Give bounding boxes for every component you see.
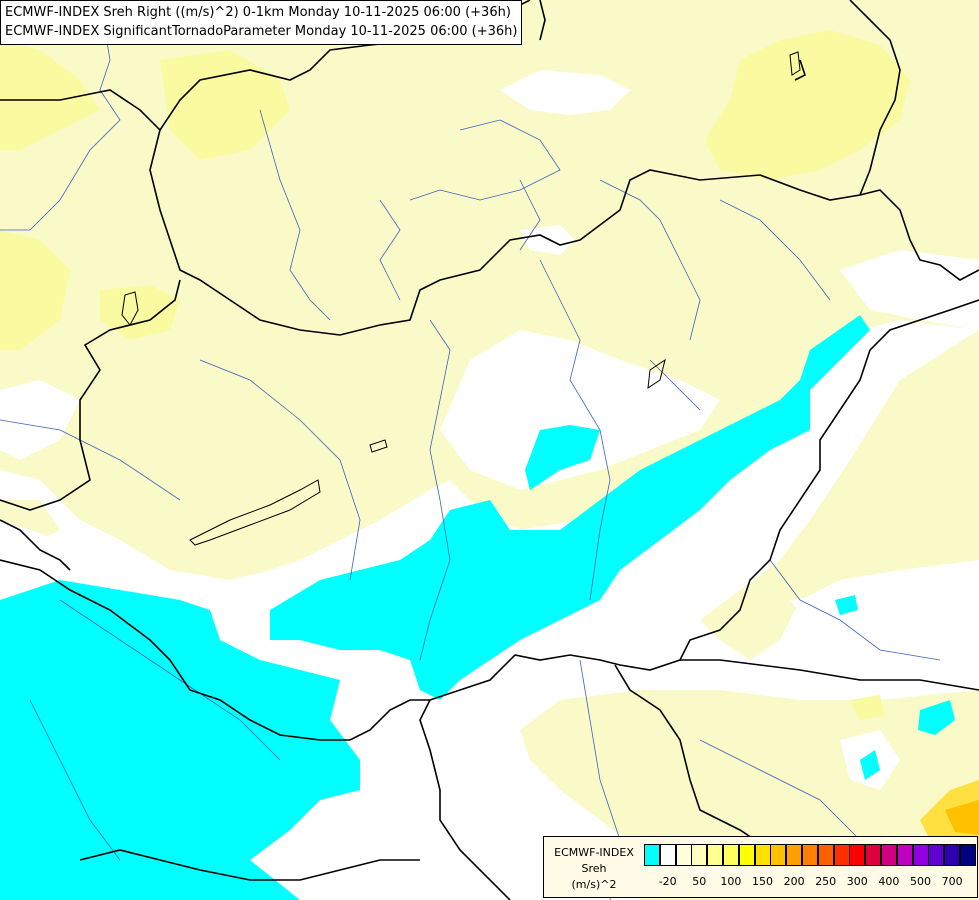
legend-swatch <box>770 844 787 866</box>
legend-swatch <box>659 844 676 866</box>
legend-swatch <box>691 844 708 866</box>
legend-swatch <box>833 844 850 866</box>
legend-field: Sreh <box>581 862 607 875</box>
legend-swatch <box>928 844 945 866</box>
legend-swatch <box>912 844 929 866</box>
legend-swatch <box>802 844 818 866</box>
legend-tick-label: 100 <box>720 875 742 888</box>
legend-swatch <box>849 844 866 866</box>
legend-tick-label: 500 <box>910 875 931 888</box>
legend-tick-label: 150 <box>752 875 773 888</box>
title-line-stp: ECMWF-INDEX SignificantTornadoParameter … <box>5 24 518 39</box>
legend-swatch <box>738 844 755 866</box>
map-title-box: ECMWF-INDEX Sreh Right ((m/s)^2) 0-1km M… <box>0 0 523 45</box>
lakes <box>121 51 801 546</box>
sreh-100-150-areas <box>0 30 910 720</box>
title-line-sreh: ECMWF-INDEX Sreh Right ((m/s)^2) 0-1km M… <box>5 5 511 20</box>
legend-tick-label: 200 <box>783 875 805 888</box>
legend-tick-label: 50 <box>692 875 707 888</box>
legend-swatch <box>644 844 660 866</box>
legend-swatch <box>786 844 803 866</box>
color-legend: ECMWF-INDEX Sreh (m/s)^2 -20 50 100 150 200 2… <box>543 836 978 898</box>
sreh-150-250-areas <box>920 780 979 850</box>
legend-swatch <box>707 844 724 866</box>
legend-tick-label: 700 <box>941 875 963 888</box>
legend-tick-label: 250 <box>815 875 837 888</box>
legend-tick-label: -20 <box>658 875 677 888</box>
legend-swatch <box>944 844 961 866</box>
legend-swatch <box>754 844 771 866</box>
legend-swatch <box>817 844 834 866</box>
legend-swatch <box>865 844 882 866</box>
legend-unit: (m/s)^2 <box>571 878 617 891</box>
legend-source: ECMWF-INDEX <box>554 846 634 859</box>
legend-swatch <box>896 844 913 866</box>
legend-swatch <box>960 844 976 866</box>
legend-swatch <box>675 844 692 866</box>
legend-swatch <box>723 844 739 866</box>
legend-swatch <box>881 844 897 866</box>
legend-tick-label: 400 <box>878 875 900 888</box>
rivers <box>0 0 941 900</box>
legend-tick-label: 300 <box>846 875 868 888</box>
